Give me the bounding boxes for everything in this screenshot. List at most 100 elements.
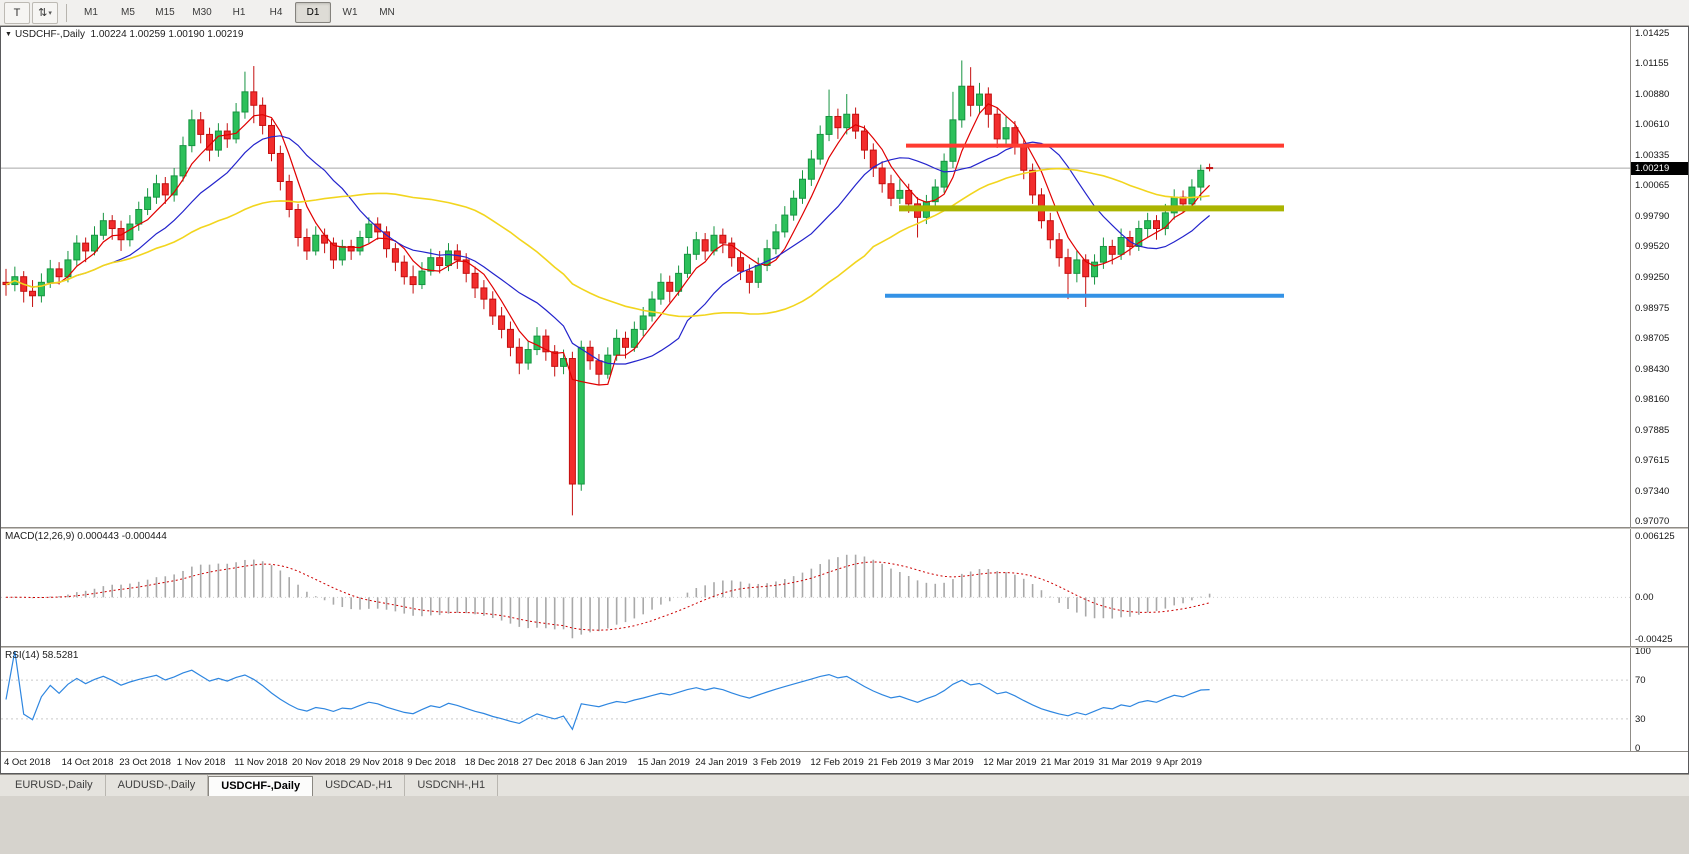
crosshair-icon: ⇅ — [38, 7, 48, 19]
price-axis-label: 1.00610 — [1635, 119, 1670, 131]
top-toolbar: T ⇅ ▾ M1 M5 M15 M30 H1 H4 D1 W1 MN — [0, 0, 1689, 26]
candle-body — [462, 259, 470, 274]
candle-body — [82, 242, 90, 252]
symbol-label: USDCHF-,Daily — [14, 29, 85, 40]
chevron-down-icon: ▾ — [48, 9, 52, 17]
time-axis-label: 9 Apr 2019 — [1156, 757, 1202, 768]
candle-body — [763, 248, 771, 267]
time-axis-label: 15 Jan 2019 — [637, 757, 690, 768]
chart-tab-usdcad-h1[interactable]: USDCAD-,H1 — [313, 775, 406, 796]
candle-body — [993, 113, 1001, 140]
candle-body — [117, 228, 125, 241]
candle-body — [46, 268, 54, 283]
price-axis[interactable]: 1.00219 1.01425 1.01155 1.00880 1.00610 1.00… — [1630, 27, 1688, 754]
timeframe-button-w1[interactable]: W1 — [342, 7, 358, 18]
candle-body — [852, 113, 860, 132]
chart-tab-usdcnh-h1[interactable]: USDCNH-,H1 — [405, 775, 499, 796]
price-axis-label: 0.97885 — [1635, 424, 1670, 436]
rsi-value: 58.5281 — [42, 650, 79, 661]
ma-fast-red[interactable] — [5, 103, 1211, 386]
candle-body — [1091, 261, 1099, 278]
time-axis-label: 14 Oct 2018 — [61, 757, 114, 768]
candle-body — [781, 214, 789, 233]
collapse-icon[interactable]: ▼ — [5, 31, 12, 38]
macd-main-value: 0.000443 — [77, 531, 119, 542]
price-axis-label: 0.97615 — [1635, 454, 1670, 466]
time-axis-label: 3 Mar 2019 — [925, 757, 974, 768]
candle-body — [1064, 257, 1072, 274]
pane-splitter[interactable] — [1, 646, 1688, 648]
candle-body — [214, 130, 222, 151]
candle-body — [179, 145, 187, 177]
time-axis[interactable]: 4 Oct 2018 14 Oct 2018 23 Oct 2018 1 Nov 20… — [1, 751, 1688, 773]
crosshair-tool-button[interactable]: ⇅ ▾ — [32, 1, 58, 24]
rsi-line — [5, 650, 1210, 731]
candle-body — [498, 315, 506, 330]
candle-body — [241, 91, 249, 113]
candle-body — [1206, 167, 1214, 170]
macd-pane[interactable]: MACD(12,26,9) 0.000443 -0.000444 — [1, 529, 1630, 646]
text-tool-icon: T — [13, 6, 21, 19]
candle-body — [869, 149, 877, 169]
candle-body — [99, 220, 107, 236]
candle-body — [639, 315, 647, 330]
candle-body — [37, 281, 45, 297]
candle-body — [613, 337, 621, 356]
price-pane[interactable]: ▼ USDCHF-,Daily 1.00224 1.00259 1.00190 1… — [1, 27, 1630, 527]
timeframe-button-m15[interactable]: M15 — [155, 7, 175, 18]
candle-body — [878, 167, 886, 185]
candle-body — [268, 124, 275, 154]
timeframe-button-h1[interactable]: H1 — [232, 7, 246, 18]
pane-splitter[interactable] — [1, 527, 1688, 529]
timeframe-button-m5[interactable]: M5 — [121, 7, 135, 18]
candle-body — [1161, 212, 1169, 230]
candle-body — [347, 245, 355, 252]
chart-tab-usdchf-daily[interactable]: USDCHF-,Daily — [208, 776, 314, 796]
candle-body — [905, 189, 913, 205]
price-axis-label: 1.01155 — [1635, 58, 1669, 70]
chart-tab-audusd-daily[interactable]: AUDUSD-,Daily — [106, 775, 209, 796]
candle-body — [55, 268, 63, 278]
candle-body — [887, 183, 895, 199]
ma-slow-yellow[interactable] — [5, 167, 1210, 318]
timeframe-button-m1[interactable]: M1 — [84, 7, 98, 18]
candle-body — [843, 113, 851, 129]
candle-body — [197, 119, 205, 135]
price-chart-canvas[interactable] — [1, 27, 1630, 527]
candle-body — [1099, 245, 1107, 263]
timeframe-button-mn[interactable]: MN — [379, 7, 395, 18]
candle-body — [931, 186, 939, 203]
rsi-chart-canvas[interactable] — [1, 648, 1630, 751]
time-axis-label: 21 Feb 2019 — [868, 757, 922, 768]
time-axis-label: 18 Dec 2018 — [464, 757, 519, 768]
candle-body — [825, 115, 833, 135]
candle-body — [675, 272, 683, 292]
chart-window: ▼ USDCHF-,Daily 1.00224 1.00259 1.00190 1… — [0, 26, 1689, 774]
candle-body — [276, 152, 284, 182]
candle-body — [285, 180, 293, 210]
candle-body — [427, 257, 435, 272]
price-axis-label: 0.98160 — [1635, 393, 1670, 405]
candle-body — [737, 257, 745, 272]
candle-body — [1073, 259, 1081, 274]
candle-body — [967, 85, 975, 106]
timeframe-button-m30[interactable]: M30 — [192, 7, 212, 18]
macd-axis-label: -0.00425 — [1635, 634, 1673, 645]
rsi-pane[interactable]: RSI(14) 58.5281 — [1, 648, 1630, 751]
candle-body — [29, 290, 37, 297]
time-axis-label: 4 Oct 2018 — [4, 757, 51, 768]
candle-body — [630, 328, 638, 348]
chart-tab-eurusd-daily[interactable]: EURUSD-,Daily — [3, 775, 106, 796]
price-axis-label: 1.01425 — [1635, 28, 1670, 39]
ma-mid-blue[interactable] — [5, 135, 1210, 365]
timeframe-button-h4[interactable]: H4 — [269, 7, 283, 18]
candle-body — [321, 234, 329, 244]
macd-chart-canvas[interactable] — [1, 529, 1630, 646]
price-axis-label: 1.00880 — [1635, 89, 1670, 101]
timeframe-button-d1[interactable]: D1 — [295, 2, 331, 23]
price-axis-label: 0.98975 — [1635, 302, 1670, 314]
candle-body — [1108, 245, 1116, 255]
chart-tab-bar: EURUSD-,Daily AUDUSD-,Daily USDCHF-,Daily U… — [0, 774, 1689, 796]
text-tool-button[interactable]: T — [4, 1, 30, 24]
timeframe-bar: M1 M5 M15 M30 H1 H4 D1 W1 MN — [73, 2, 406, 23]
